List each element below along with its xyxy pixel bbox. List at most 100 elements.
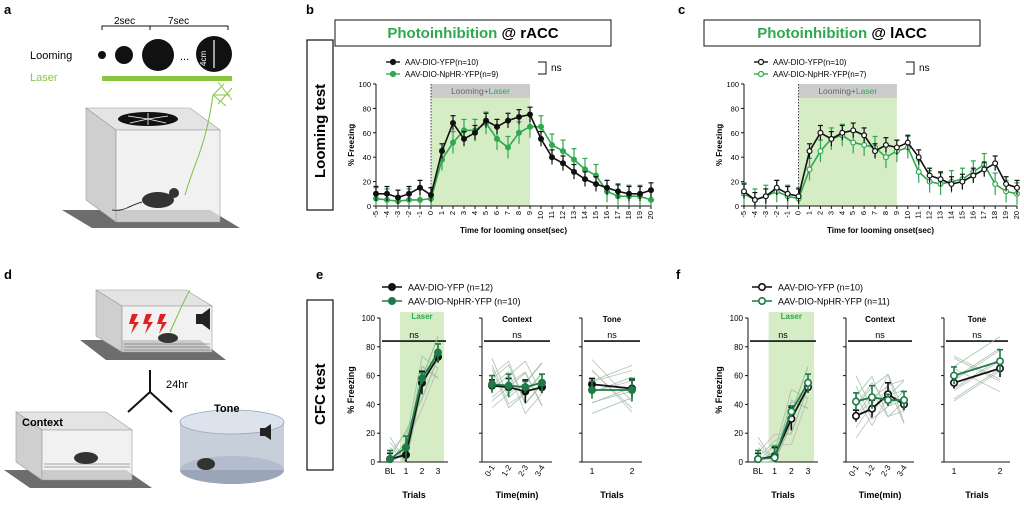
x-tick-label: 0 [426, 211, 435, 215]
x-tick-label: 1-2 [500, 463, 514, 478]
data-point [417, 184, 424, 191]
x-tick-label: 16 [968, 211, 977, 219]
data-point [992, 160, 999, 167]
individual-trace [491, 358, 543, 399]
individual-trace [491, 360, 543, 404]
title-c: Photoinhibition @ lACC [757, 25, 927, 42]
mean-line-yfp [491, 384, 543, 393]
significance-label: ns [551, 63, 562, 74]
chart-f: AAV-DIO-YFP (n=10) AAV-DIO-NpHR-YFP (n=11… [714, 283, 1010, 500]
mean-line-yfp [389, 356, 439, 460]
size-label: 4cm [199, 51, 208, 66]
y-axis-title: % Freezing [347, 124, 356, 166]
individual-trace [491, 362, 543, 409]
delay-label: 24hr [166, 379, 188, 391]
data-point [406, 190, 413, 197]
data-point [537, 378, 546, 387]
data-point [385, 455, 394, 464]
legend-marker [757, 70, 765, 78]
x-tick-label: 15 [591, 211, 600, 219]
laser-shade [431, 84, 530, 206]
individual-trace [591, 364, 633, 382]
speaker-icon [196, 314, 202, 324]
data-point [882, 142, 889, 149]
data-point [373, 190, 380, 197]
mean-line-yfp [591, 383, 633, 390]
legend-marker [389, 58, 397, 66]
x-tick-label: -2 [772, 211, 781, 218]
laser-bar [798, 84, 897, 98]
legend-label-yfp: AAV-DIO-YFP (n=10) [778, 283, 863, 293]
individual-trace [855, 379, 905, 439]
x-tick-label: 18 [624, 211, 633, 219]
significance-label: ns [778, 330, 788, 340]
x-tick-label: 3 [436, 466, 441, 476]
data-point [505, 117, 512, 124]
y-tick-label: 40 [731, 153, 739, 162]
x-tick-label: 11 [914, 211, 923, 219]
y-tick-label: 0 [371, 458, 376, 467]
tone-speaker-cone [265, 424, 271, 440]
x-tick-label: 8 [514, 211, 523, 215]
row-label-box-cfc [306, 299, 334, 471]
x-tick-label: 3 [806, 466, 811, 476]
legend-marker [757, 296, 766, 305]
x-tick-label: 3-4 [533, 463, 547, 478]
data-point [981, 166, 988, 173]
tone-speaker-icon [260, 428, 265, 436]
data-point [751, 196, 758, 203]
x-tick-label: 18 [990, 211, 999, 219]
x-tick-label: 14 [946, 211, 955, 219]
data-point [401, 443, 410, 452]
data-point [904, 139, 911, 146]
x-tick-label: 7 [870, 211, 879, 215]
x-tick-label: 5 [848, 211, 857, 215]
data-point [483, 117, 490, 124]
data-point [592, 181, 599, 188]
row-label-box-looming [306, 39, 334, 211]
x-tick-label: 20 [646, 211, 655, 219]
x-tick-label: 15 [957, 211, 966, 219]
looming-label: Looming [30, 50, 72, 62]
data-point [581, 176, 588, 183]
shade-label: Looming+Laser [818, 86, 877, 96]
y-tick-label: 100 [730, 314, 744, 323]
mouse-head [169, 188, 179, 198]
individual-trace [953, 368, 1001, 400]
x-tick-label: -2 [404, 211, 413, 218]
data-point [526, 123, 533, 130]
x-axis-title: Time for looming onset(sec) [827, 226, 934, 235]
looming-dot-small [98, 51, 106, 59]
y-tick-label: 80 [731, 104, 739, 113]
individual-trace [491, 360, 543, 395]
significance-bracket [906, 61, 915, 75]
data-point [548, 154, 555, 161]
tone-mouse-icon [197, 458, 215, 470]
mean-line-nphr [491, 381, 543, 389]
x-tick-label: -3 [393, 211, 402, 218]
x-tick-label: 0-1 [483, 463, 497, 478]
y-tick-label: 100 [362, 314, 376, 323]
y-tick-label: 80 [366, 343, 375, 352]
data-point [537, 123, 544, 130]
legend-label-nphr: AAV-DIO-NpHR-YFP(n=7) [773, 70, 867, 79]
data-point [795, 193, 802, 200]
data-point [487, 380, 496, 389]
data-point [515, 129, 522, 136]
legend-label-yfp: AAV-DIO-YFP(n=10) [773, 58, 847, 67]
data-point [995, 357, 1004, 366]
data-point [817, 129, 824, 136]
data-point [867, 393, 876, 402]
x-tick-label: 10 [903, 211, 912, 219]
data-point [494, 123, 501, 130]
x-tick-label: 14 [580, 211, 589, 219]
data-point [526, 111, 533, 118]
data-point [762, 193, 769, 200]
branch-right [149, 391, 173, 413]
cfc-mouse-icon [158, 333, 178, 343]
interval-2sec-label: 2sec [114, 16, 135, 27]
individual-trace [757, 377, 809, 463]
individual-trace [389, 355, 439, 463]
x-tick-label: 12 [558, 211, 567, 219]
x-tick-label: 1-2 [863, 463, 877, 478]
